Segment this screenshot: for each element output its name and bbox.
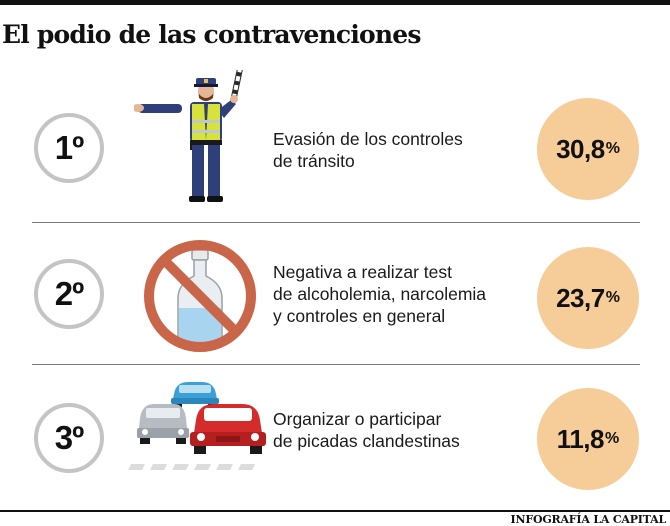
label-line: de tránsito: [273, 151, 355, 171]
contravention-label: Negativa a realizar test de alcoholemia,…: [273, 261, 533, 327]
value-unit: %: [605, 289, 620, 306]
no-alcohol-icon: [144, 240, 256, 352]
label-line: de alcoholemia, narcolemia: [273, 284, 487, 304]
label-line: Organizar o participar: [273, 409, 442, 429]
label-line: y controles en general: [273, 306, 446, 326]
label-line: de picadas clandestinas: [273, 431, 460, 451]
contravention-label: Evasión de los controles de tránsito: [273, 128, 533, 172]
label-line: Evasión de los controles: [273, 129, 463, 149]
street-racing-cars-icon: [128, 382, 266, 470]
rank-badge: 2º: [34, 259, 104, 329]
value-bubble: 23,7%: [537, 247, 639, 349]
credit-line: INFOGRAFÍA LA CAPITAL: [510, 513, 667, 526]
value-number: 30,8: [556, 133, 605, 164]
bottom-rule: [0, 510, 670, 512]
contravention-label: Organizar o participar de picadas clande…: [273, 408, 533, 452]
podium-row-3: 3º: [0, 368, 670, 508]
row-divider: [32, 364, 640, 365]
podium-row-2: 2º Negativa a realizar test de alcoholem…: [0, 224, 670, 364]
rank-label: 1º: [54, 129, 84, 166]
label-line: Negativa a realizar test: [273, 262, 452, 282]
top-rule: [0, 0, 670, 5]
value-unit: %: [604, 430, 620, 447]
value-unit: %: [605, 140, 620, 157]
rank-label: 3º: [54, 419, 84, 456]
podium-row-1: 1º: [0, 70, 670, 218]
value-bubble: 11,8%: [537, 388, 639, 490]
rank-label: 2º: [54, 275, 84, 312]
rank-badge: 1º: [34, 113, 104, 183]
value-bubble: 30,8%: [537, 98, 639, 200]
rank-badge: 3º: [34, 403, 104, 473]
value-number: 23,7: [556, 282, 605, 313]
value-number: 11,8: [556, 423, 605, 454]
row-divider: [32, 222, 640, 223]
traffic-police-icon: [134, 70, 244, 202]
page-title: El podio de las contravenciones: [2, 20, 421, 49]
